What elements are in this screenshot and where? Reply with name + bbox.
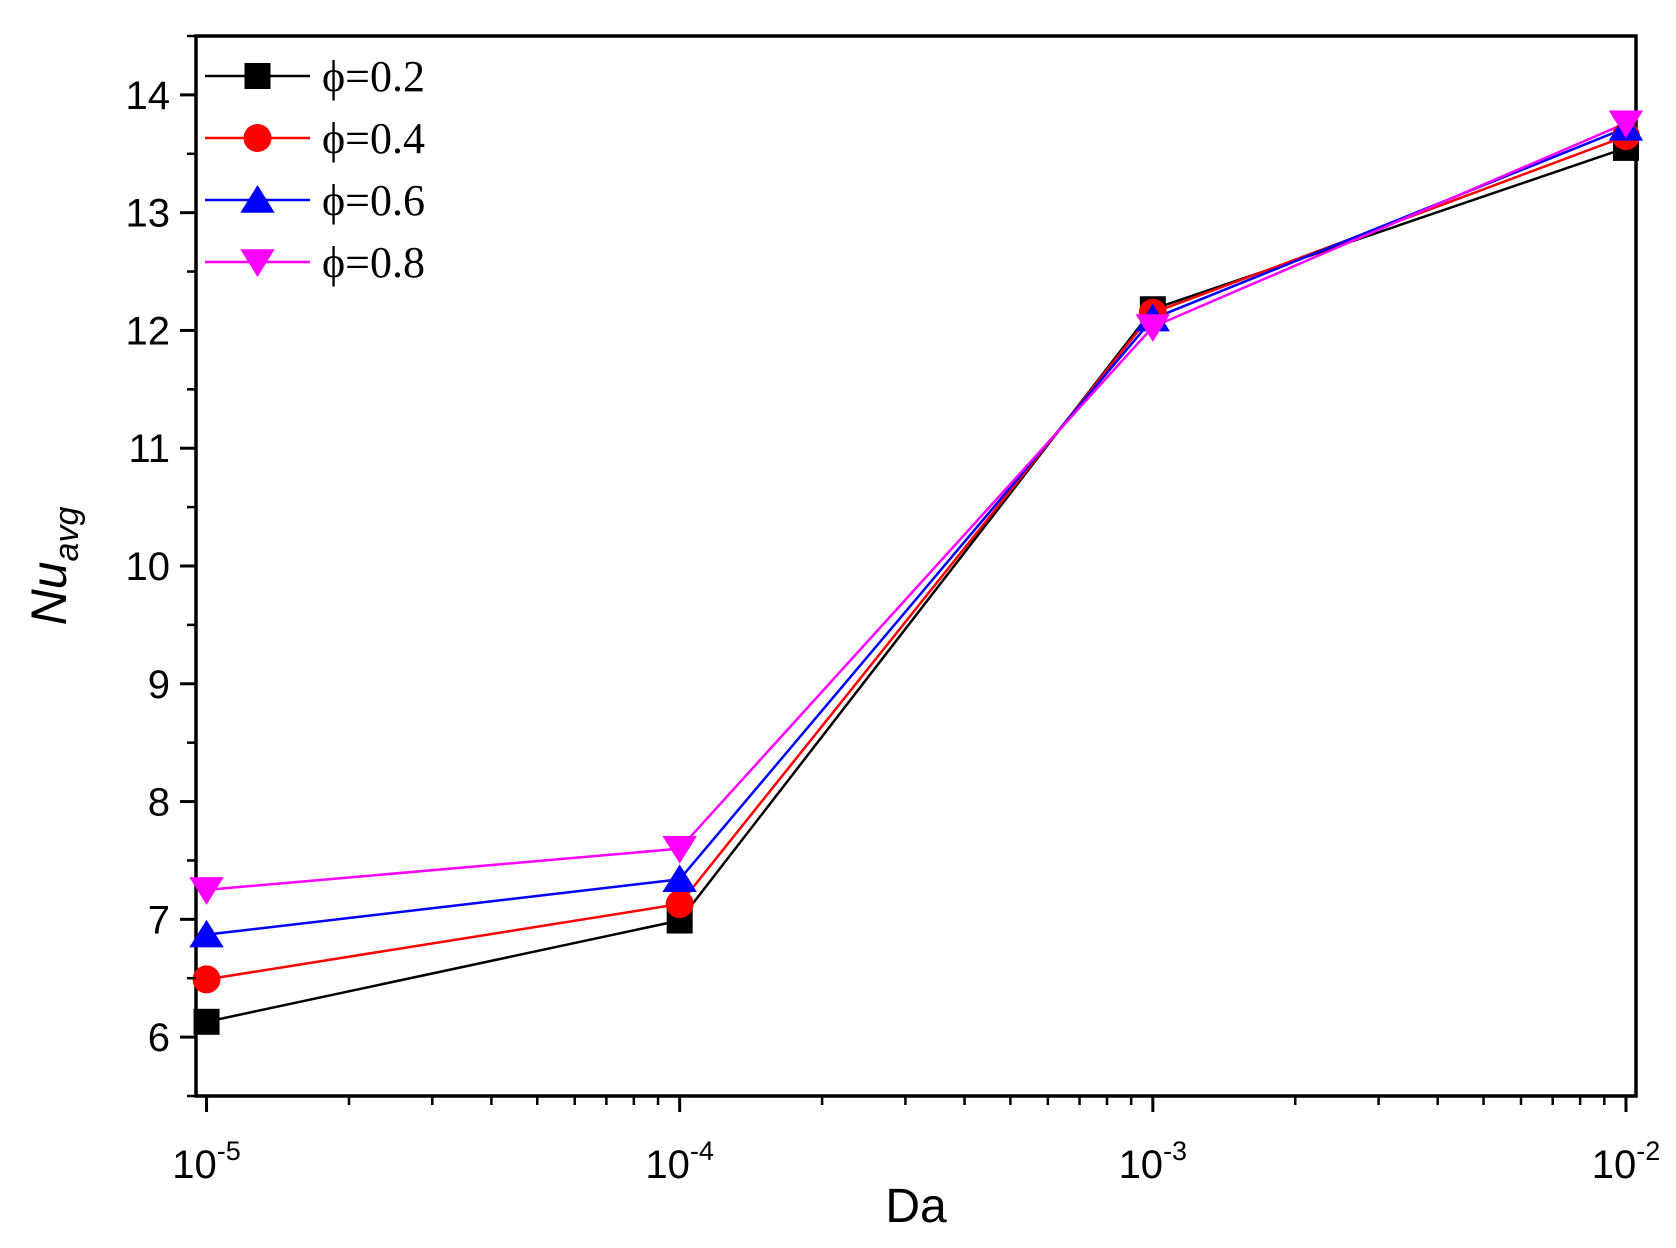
y-tick-label: 13	[126, 192, 171, 236]
y-axis-title-subscript: avg	[48, 507, 86, 562]
legend-label: ϕ=0.8	[322, 238, 425, 287]
y-tick-label: 11	[128, 427, 170, 471]
y-axis-title: Nuavg	[21, 507, 86, 626]
x-axis-title: Da	[885, 1180, 947, 1233]
data-point	[1135, 314, 1171, 342]
legend-label: ϕ=0.2	[322, 52, 425, 101]
y-axis: 6 7 8 9 10 11 12 13 14	[126, 34, 196, 1098]
legend-label: ϕ=0.4	[322, 114, 425, 163]
x-tick-label-base: 10	[645, 1143, 690, 1187]
series-line	[206, 126, 1627, 936]
y-axis-title-main: Nu	[21, 561, 77, 625]
x-tick-label: 10-3	[1119, 1136, 1188, 1187]
legend-marker	[244, 63, 271, 89]
x-tick-label-exponent: -5	[217, 1136, 241, 1166]
x-tick-label-base: 10	[1592, 1143, 1637, 1187]
y-tick-label: 7	[148, 898, 170, 942]
legend-entry: ϕ=0.8	[205, 238, 425, 287]
x-tick-label: 10-5	[172, 1136, 241, 1187]
series-line	[206, 146, 1627, 1024]
x-tick-label-base: 10	[172, 1143, 217, 1187]
data-point	[1608, 110, 1644, 139]
legend-marker	[240, 185, 275, 213]
legend-entry: ϕ=0.6	[205, 176, 425, 225]
series-layer	[189, 110, 1644, 1035]
series-3	[206, 122, 1627, 892]
data-point	[193, 1008, 220, 1035]
data-point	[189, 919, 224, 948]
legend-marker	[243, 124, 272, 152]
x-tick-label: 10-4	[645, 1136, 714, 1187]
y-tick-label: 8	[148, 781, 170, 825]
data-point	[665, 890, 694, 919]
x-tick-label-exponent: -3	[1163, 1136, 1187, 1166]
data-point	[662, 864, 697, 892]
series-0	[206, 146, 1627, 1024]
data-point	[192, 965, 221, 994]
y-tick-label: 14	[126, 74, 171, 118]
x-axis: 10-5 10-4 10-3 10-2	[172, 1096, 1660, 1187]
legend-marker	[240, 249, 275, 277]
x-tick-label-base: 10	[1119, 1143, 1164, 1187]
legend-label: ϕ=0.6	[322, 176, 425, 225]
data-point	[662, 835, 697, 864]
y-tick-label: 9	[148, 663, 170, 707]
series-2	[206, 126, 1627, 936]
y-tick-label: 6	[148, 1016, 170, 1060]
legend: ϕ=0.2 ϕ=0.4 ϕ=0.6 ϕ=0.8	[205, 52, 425, 287]
x-tick-label: 10-2	[1592, 1136, 1661, 1187]
series-line	[206, 122, 1627, 892]
y-tick-label: 10	[126, 545, 171, 589]
legend-entry: ϕ=0.2	[205, 52, 425, 101]
x-tick-label-exponent: -4	[690, 1136, 714, 1166]
legend-entry: ϕ=0.4	[205, 114, 425, 163]
data-point	[189, 877, 224, 905]
series-markers-3	[189, 110, 1644, 905]
x-tick-label-exponent: -2	[1636, 1136, 1660, 1166]
y-tick-label: 12	[126, 309, 171, 353]
